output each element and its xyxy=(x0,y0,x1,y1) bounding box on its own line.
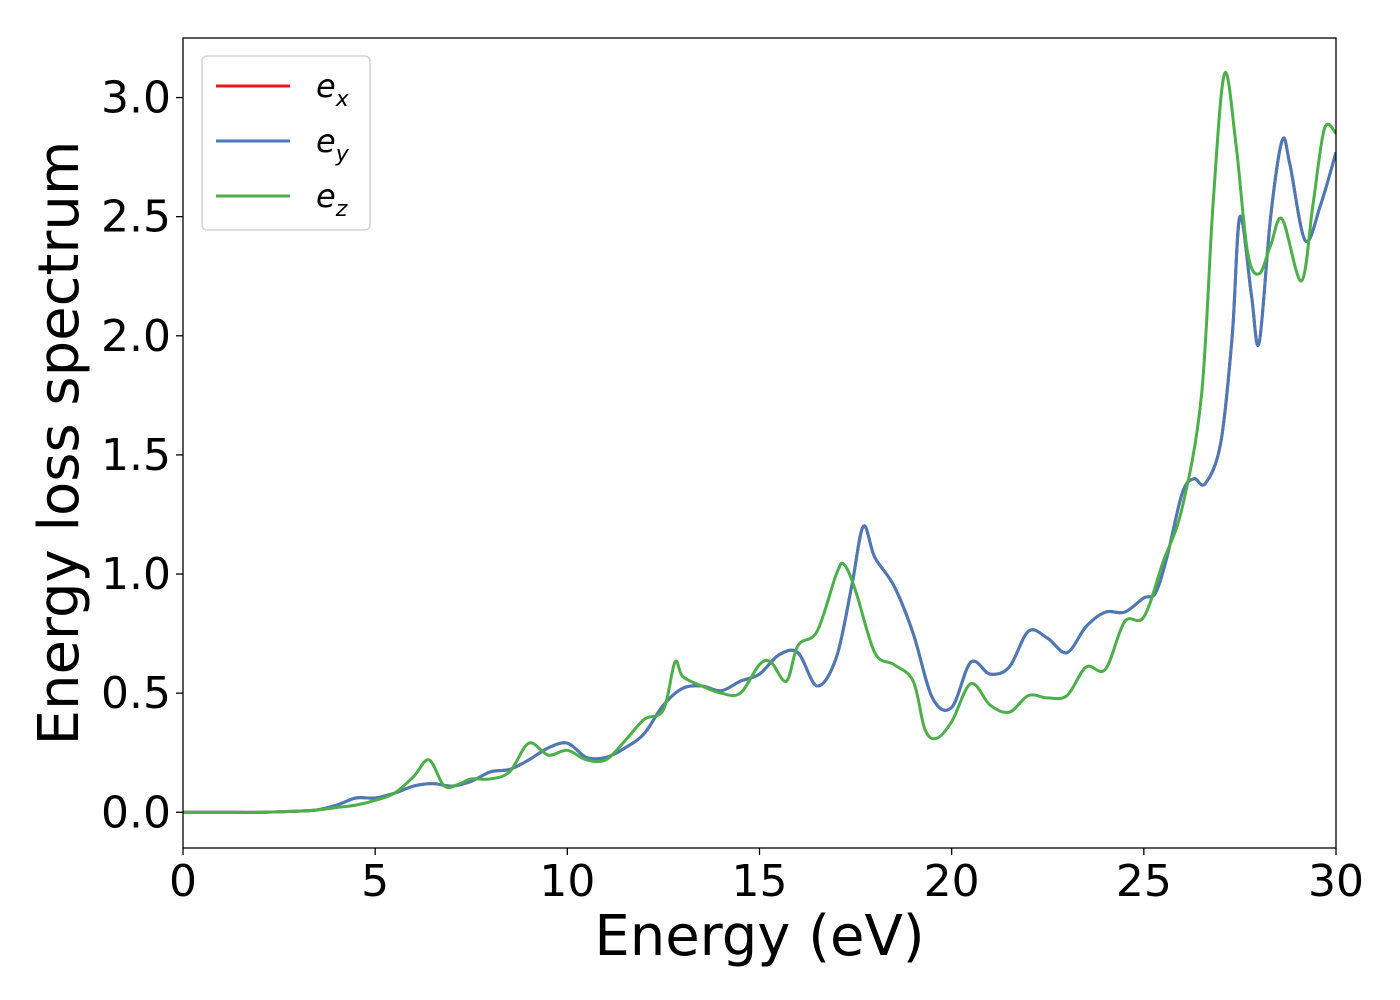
axes: 0 5 10 15 20 25 300.00.51.01.52.02.53.0Energy … xyxy=(27,37,1364,969)
x-tick-label: 0 xyxy=(169,856,197,907)
y-tick-label: 2.0 xyxy=(101,311,171,362)
x-axis-title: Energy (eV) xyxy=(594,904,924,969)
plot-area xyxy=(183,38,1336,848)
y-tick-label: 0.0 xyxy=(101,787,171,838)
series-lines xyxy=(183,71,1336,814)
plot-background xyxy=(183,38,1336,848)
legend-label-y: ey xyxy=(316,122,350,167)
y-tick-label: 1.5 xyxy=(101,430,171,481)
x-tick-label: 5 xyxy=(361,856,389,907)
y-tick-label: 3.0 xyxy=(101,73,171,124)
legend-label-x: ex xyxy=(316,67,350,112)
y-tick-label: 1.0 xyxy=(101,549,171,600)
x-tick-label: 20 xyxy=(924,856,980,907)
y-axis-title: Energy loss spectrum xyxy=(27,141,92,746)
x-tick-label: 10 xyxy=(539,856,595,907)
series-line-z xyxy=(183,71,1336,814)
y-tick-label: 2.5 xyxy=(101,192,171,243)
x-tick-label: 15 xyxy=(732,856,788,907)
legend-box xyxy=(201,55,371,231)
legend: ex ey ez xyxy=(201,55,371,231)
x-tick-label: 30 xyxy=(1308,856,1364,907)
y-tick-label: 0.5 xyxy=(101,668,171,719)
legend-label-z: ez xyxy=(316,177,348,222)
x-tick-label: 25 xyxy=(1116,856,1172,907)
